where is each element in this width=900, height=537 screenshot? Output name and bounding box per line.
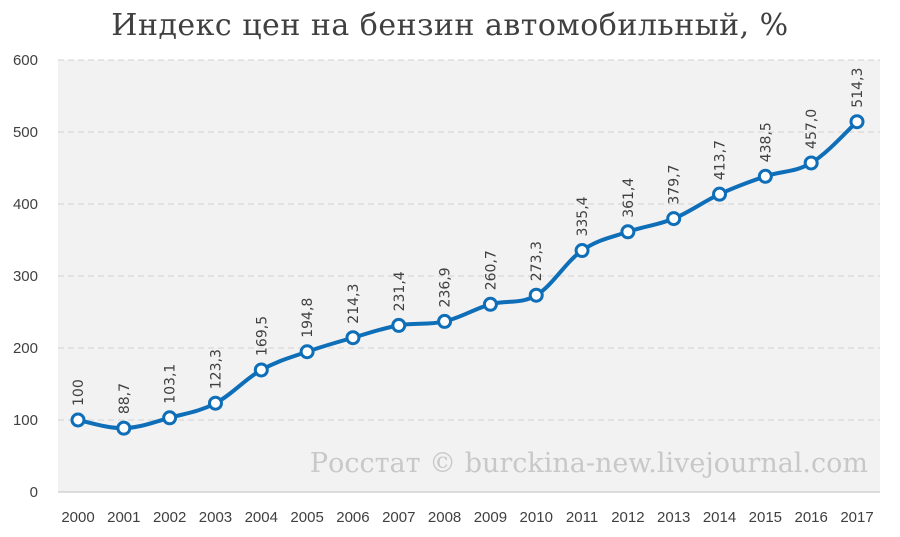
data-label: 413,7	[713, 140, 729, 180]
data-point	[849, 114, 865, 130]
x-tick-label: 2007	[382, 509, 415, 526]
x-tick-label: 2008	[428, 509, 461, 526]
data-label: 457,0	[804, 109, 820, 149]
data-point	[162, 410, 178, 426]
data-label: 88,7	[117, 383, 133, 414]
data-point	[299, 344, 315, 360]
data-label: 273,3	[529, 241, 545, 281]
x-tick-label: 2003	[199, 509, 232, 526]
data-label: 214,3	[346, 284, 362, 324]
x-tick-label: 2010	[520, 509, 553, 526]
y-tick-label: 500	[13, 124, 38, 141]
x-tick-label: 2013	[657, 509, 690, 526]
x-tick-label: 2015	[749, 509, 782, 526]
data-point	[391, 317, 407, 333]
x-tick-label: 2017	[840, 509, 873, 526]
data-point	[757, 168, 773, 184]
chart-title: Индекс цен на бензин автомобильный, %	[111, 8, 789, 43]
data-point	[70, 412, 86, 428]
x-tick-label: 2004	[245, 509, 278, 526]
x-tick-label: 2005	[290, 509, 323, 526]
x-tick-label: 2009	[474, 509, 507, 526]
data-label: 361,4	[621, 178, 637, 218]
data-point	[712, 186, 728, 202]
data-label: 100	[71, 379, 87, 406]
data-label: 123,3	[208, 349, 224, 389]
series-group	[70, 114, 865, 436]
y-tick-label: 300	[13, 268, 38, 285]
data-point	[207, 395, 223, 411]
data-point	[620, 224, 636, 240]
data-point	[345, 330, 361, 346]
data-point	[574, 243, 590, 259]
y-axis: 0 100 200 300 400 500 600	[13, 52, 38, 501]
x-tick-label: 2016	[794, 509, 827, 526]
data-point	[666, 211, 682, 227]
data-label: 236,9	[438, 267, 454, 307]
data-label: 335,4	[575, 196, 591, 236]
data-point	[437, 313, 453, 329]
x-tick-label: 2002	[153, 509, 186, 526]
data-label: 260,7	[483, 250, 499, 290]
data-label: 169,5	[254, 316, 270, 356]
data-point	[528, 287, 544, 303]
y-tick-label: 400	[13, 196, 38, 213]
y-tick-label: 200	[13, 340, 38, 357]
watermark-annotation: Росстат © burckina-new.livejournal.com	[310, 448, 868, 479]
x-tick-label: 2006	[336, 509, 369, 526]
data-labels: 100 88,7 103,1 123,3 169,5 194,8 214,3 231,4 236…	[71, 68, 866, 415]
data-label: 438,5	[758, 122, 774, 162]
y-tick-label: 100	[13, 412, 38, 429]
data-point	[803, 155, 819, 171]
data-point	[253, 362, 269, 378]
data-point	[482, 296, 498, 312]
data-label: 103,1	[163, 364, 179, 404]
y-tick-label: 0	[30, 484, 38, 501]
data-point	[116, 420, 132, 436]
data-label: 231,4	[392, 271, 408, 311]
x-axis: 2000 2001 2002 2003 2004 2005 2006 2007 2008 2009…	[61, 509, 873, 526]
data-label: 194,8	[300, 298, 316, 338]
x-tick-label: 2011	[566, 509, 598, 526]
x-tick-label: 2012	[611, 509, 644, 526]
gridlines	[58, 59, 880, 493]
x-tick-label: 2001	[107, 509, 140, 526]
y-tick-label: 600	[13, 52, 38, 69]
data-label: 379,7	[667, 165, 683, 205]
x-tick-label: 2014	[703, 509, 736, 526]
x-tick-label: 2000	[61, 509, 94, 526]
data-label: 514,3	[850, 68, 866, 108]
